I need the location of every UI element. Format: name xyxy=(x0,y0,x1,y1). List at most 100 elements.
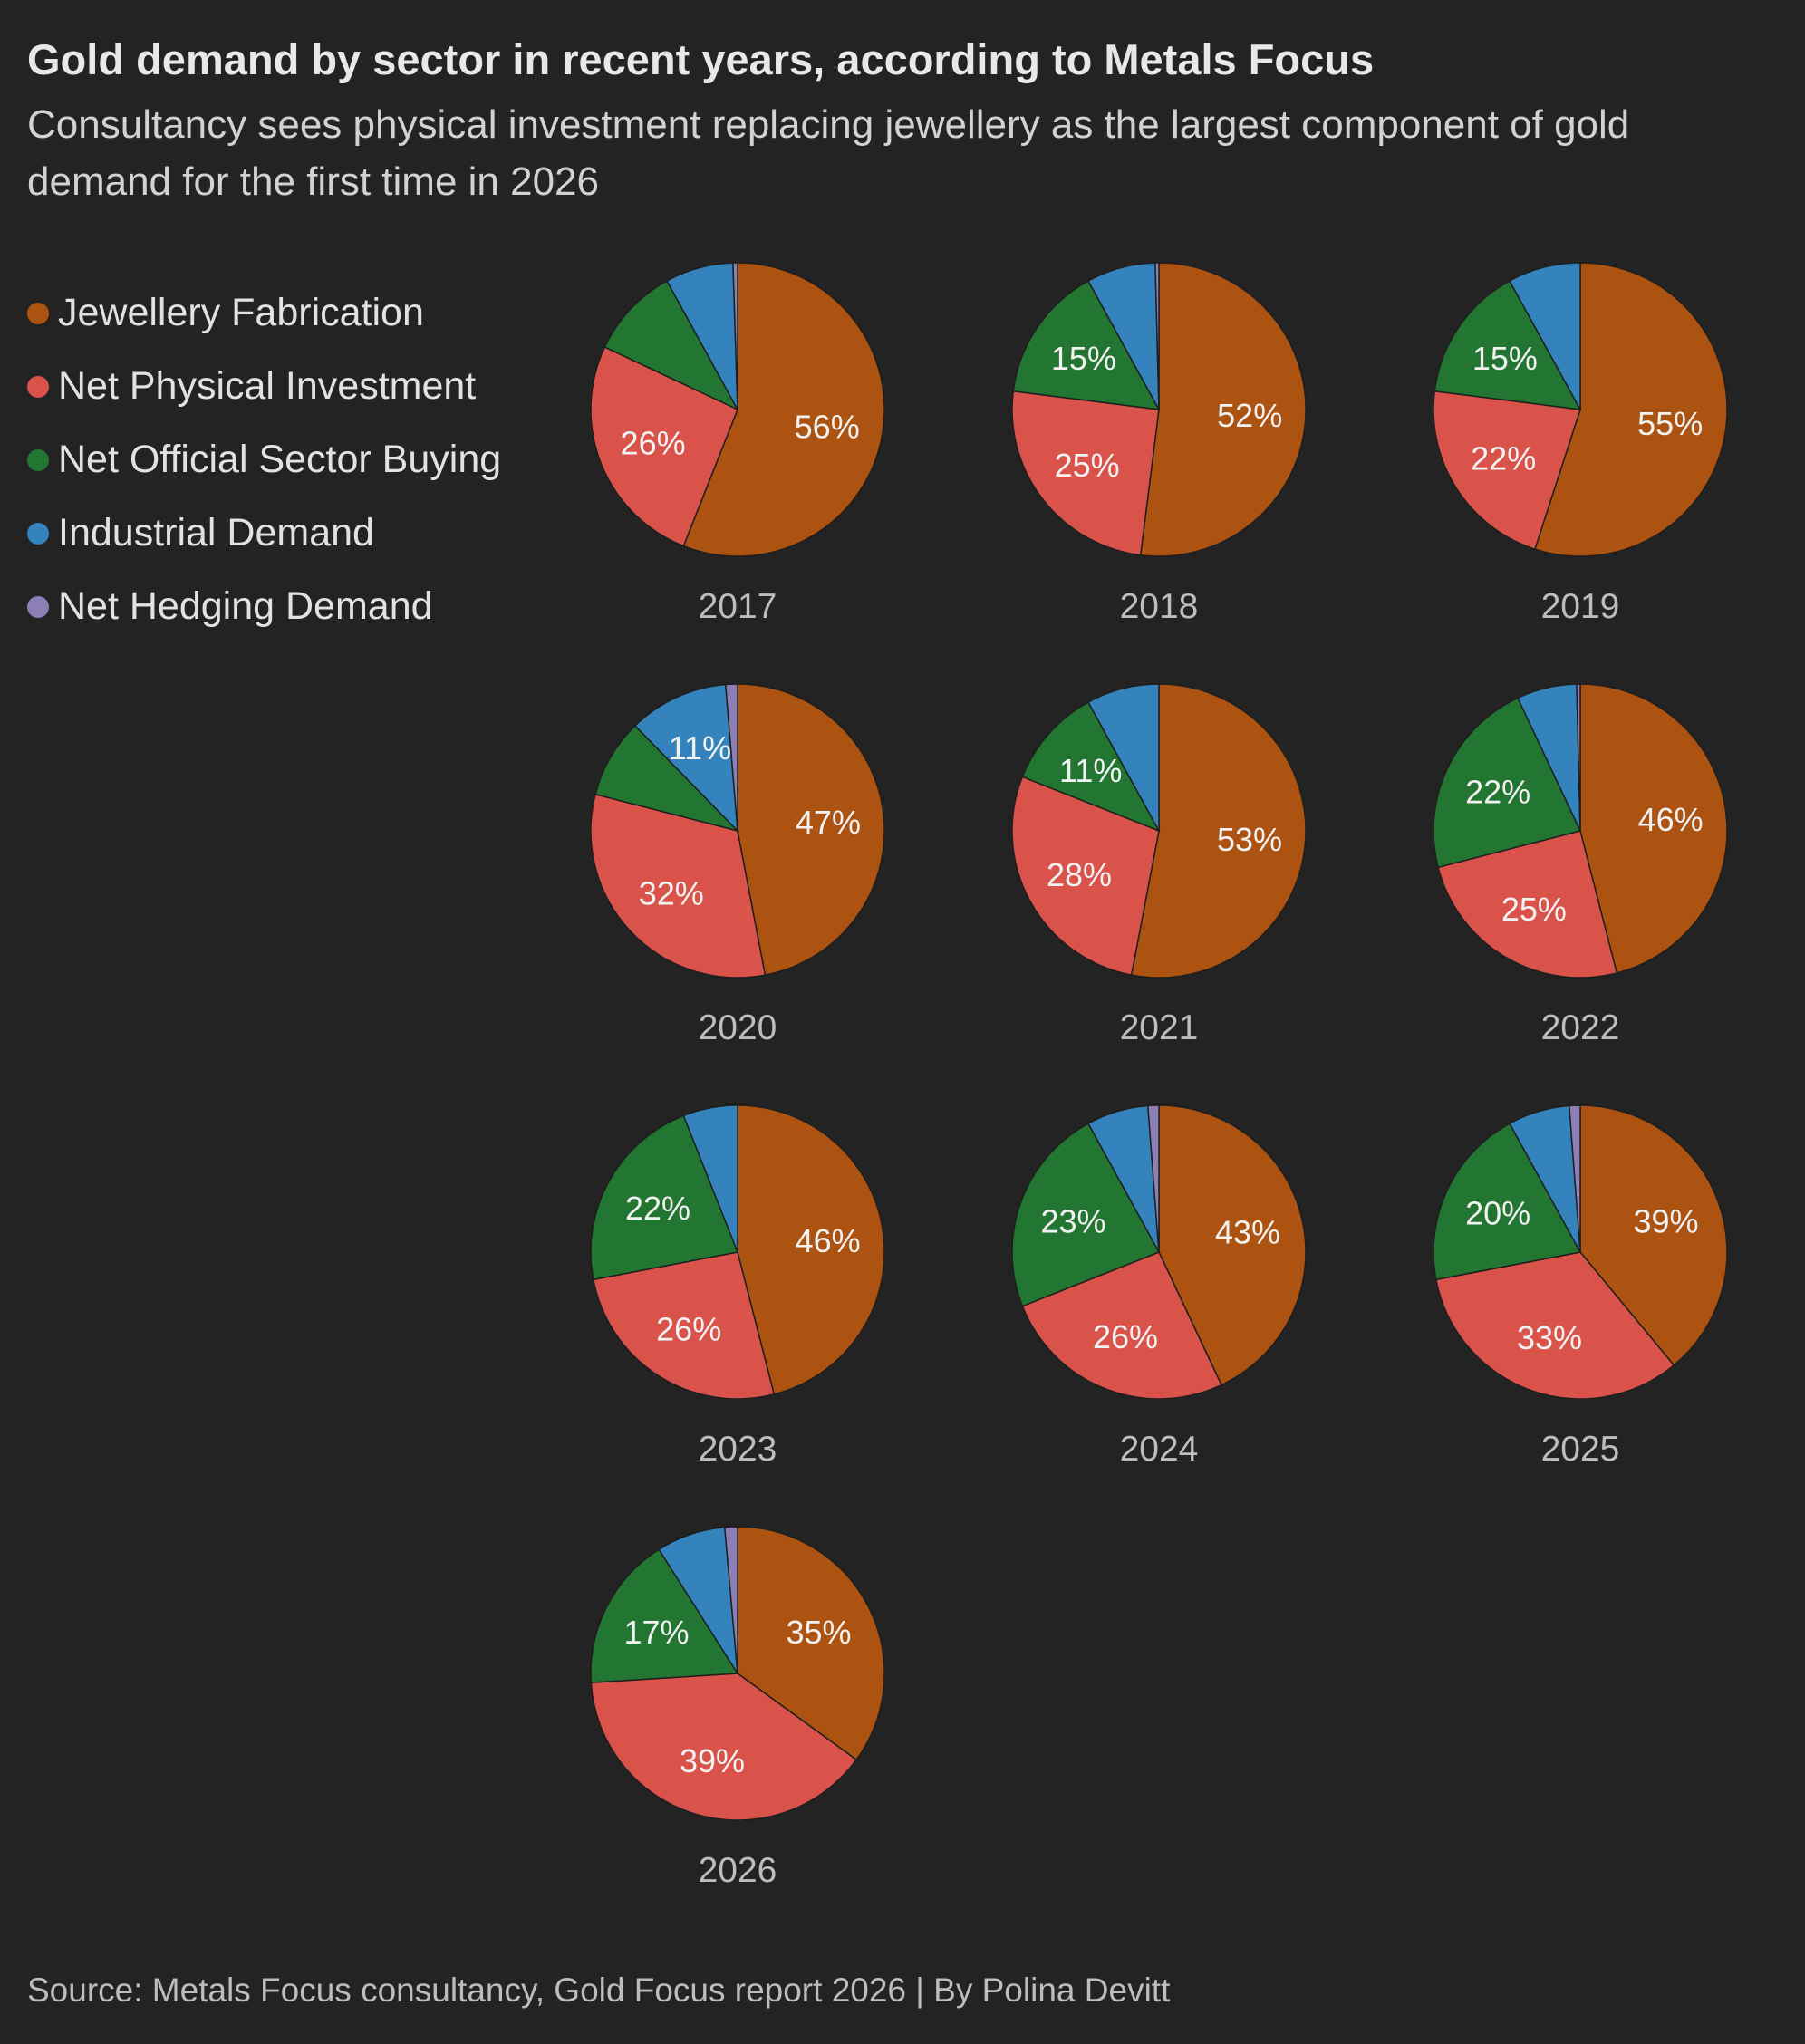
slice-jewellery-2018 xyxy=(1139,262,1307,557)
slice-industrial-2023 xyxy=(682,1104,738,1253)
data-label-physical-investment-2018: 25% xyxy=(1055,447,1120,484)
legend-label: Jewellery Fabrication xyxy=(58,291,424,334)
slice-hedging-2018 xyxy=(1154,262,1160,410)
slice-hedging-2025 xyxy=(1568,1104,1581,1253)
year-label-2022: 2022 xyxy=(1541,1008,1620,1047)
slice-jewellery-2024 xyxy=(1158,1104,1307,1386)
legend-swatch xyxy=(27,522,49,545)
year-label-2020: 2020 xyxy=(699,1008,777,1047)
pie-2023: 46% 26% 22% 2023 xyxy=(590,1104,885,1469)
slice-jewellery-2026 xyxy=(737,1526,885,1761)
data-label-jewellery-2019: 55% xyxy=(1637,405,1703,442)
slice-physical-investment-2021 xyxy=(1011,776,1160,977)
legend-item-physical-investment: Net Physical Investment xyxy=(27,350,501,423)
source-note: Source: Metals Focus consultancy, Gold F… xyxy=(27,1972,1171,2009)
data-label-physical-investment-2021: 28% xyxy=(1047,856,1112,893)
data-label-official-sector-2026: 17% xyxy=(623,1614,689,1651)
slice-physical-investment-2019 xyxy=(1433,390,1581,551)
pie-2021: 53% 28% 11% 2021 xyxy=(1011,683,1307,1047)
data-label-official-sector-2023: 22% xyxy=(625,1190,690,1227)
legend-swatch xyxy=(27,448,49,471)
year-label-2017: 2017 xyxy=(699,587,777,626)
pie-2019: 55% 22% 15% 2019 xyxy=(1433,262,1728,626)
legend-item-jewellery: Jewellery Fabrication xyxy=(27,276,501,350)
slice-official-sector-2019 xyxy=(1433,280,1582,410)
legend-label: Net Official Sector Buying xyxy=(58,438,502,481)
year-label-2024: 2024 xyxy=(1120,1430,1199,1469)
legend-label: Industrial Demand xyxy=(58,511,374,554)
pie-2018: 52% 25% 15% 2018 xyxy=(1011,262,1307,626)
data-label-jewellery-2020: 47% xyxy=(796,804,861,841)
pie-2025: 39% 33% 20% 2025 xyxy=(1433,1104,1728,1469)
data-label-jewellery-2024: 43% xyxy=(1215,1214,1280,1251)
data-label-physical-investment-2022: 25% xyxy=(1501,891,1567,928)
slice-physical-investment-2017 xyxy=(590,346,738,547)
slice-physical-investment-2026 xyxy=(590,1673,858,1821)
data-label-industrial-2020: 11% xyxy=(669,729,731,766)
slice-industrial-2020 xyxy=(633,683,738,834)
legend: Jewellery Fabrication Net Physical Inves… xyxy=(27,276,501,643)
slice-jewellery-2020 xyxy=(737,683,885,977)
slice-physical-investment-2020 xyxy=(590,793,767,979)
chart-title: Gold demand by sector in recent years, a… xyxy=(27,35,1375,83)
slice-physical-investment-2022 xyxy=(1437,830,1618,979)
legend-swatch xyxy=(27,302,49,324)
slice-official-sector-2021 xyxy=(1021,701,1161,833)
slice-hedging-2020 xyxy=(724,683,738,832)
data-label-physical-investment-2023: 26% xyxy=(656,1310,721,1347)
slice-official-sector-2025 xyxy=(1433,1123,1582,1281)
year-label-2019: 2019 xyxy=(1541,587,1620,626)
slice-official-sector-2022 xyxy=(1433,697,1582,869)
slice-official-sector-2024 xyxy=(1011,1123,1161,1307)
data-label-official-sector-2021: 11% xyxy=(1059,752,1122,789)
slice-jewellery-2025 xyxy=(1579,1104,1728,1366)
data-label-jewellery-2018: 52% xyxy=(1217,397,1282,434)
slice-physical-investment-2018 xyxy=(1011,390,1160,556)
slice-official-sector-2018 xyxy=(1012,280,1161,410)
slice-jewellery-2019 xyxy=(1533,262,1728,557)
data-label-jewellery-2021: 53% xyxy=(1217,821,1282,858)
year-label-2026: 2026 xyxy=(699,1851,777,1890)
data-label-official-sector-2022: 22% xyxy=(1465,774,1530,811)
slice-industrial-2021 xyxy=(1086,683,1160,832)
legend-swatch xyxy=(27,595,49,618)
slice-hedging-2024 xyxy=(1146,1104,1160,1253)
pie-2022: 46% 25% 22% 2022 xyxy=(1433,683,1728,1047)
data-label-official-sector-2018: 15% xyxy=(1051,340,1116,377)
legend-label: Net Physical Investment xyxy=(58,364,477,408)
slice-jewellery-2022 xyxy=(1579,683,1728,974)
pie-2017: 56% 26% 2017 xyxy=(590,262,885,626)
data-label-official-sector-2024: 23% xyxy=(1040,1203,1105,1240)
slice-physical-investment-2024 xyxy=(1021,1251,1222,1400)
chart-subtitle: Consultancy sees physical investment rep… xyxy=(27,102,1630,204)
legend-swatch xyxy=(27,375,49,398)
data-label-physical-investment-2020: 32% xyxy=(639,874,704,911)
data-label-official-sector-2025: 20% xyxy=(1465,1195,1530,1232)
slice-industrial-2019 xyxy=(1508,262,1581,410)
slice-official-sector-2017 xyxy=(603,280,739,411)
year-label-2025: 2025 xyxy=(1541,1430,1620,1469)
data-label-jewellery-2025: 39% xyxy=(1633,1203,1698,1240)
slice-official-sector-2026 xyxy=(590,1548,739,1683)
data-label-jewellery-2026: 35% xyxy=(786,1614,851,1651)
legend-label: Net Hedging Demand xyxy=(58,584,433,628)
slice-jewellery-2023 xyxy=(737,1104,885,1395)
year-label-2018: 2018 xyxy=(1120,587,1199,626)
legend-item-industrial: Industrial Demand xyxy=(27,497,501,570)
pie-2026: 35% 39% 17% 2026 xyxy=(590,1526,885,1890)
data-label-physical-investment-2017: 26% xyxy=(621,425,686,462)
slice-hedging-2022 xyxy=(1576,683,1581,832)
slice-jewellery-2021 xyxy=(1130,683,1307,979)
year-label-2021: 2021 xyxy=(1120,1008,1199,1047)
slice-physical-investment-2023 xyxy=(592,1251,776,1400)
slice-official-sector-2023 xyxy=(590,1114,739,1281)
data-label-jewellery-2017: 56% xyxy=(795,408,860,445)
slice-official-sector-2020 xyxy=(594,724,740,833)
slice-hedging-2017 xyxy=(732,262,738,410)
data-label-physical-investment-2025: 33% xyxy=(1517,1319,1582,1356)
legend-item-hedging: Net Hedging Demand xyxy=(27,570,501,643)
data-label-jewellery-2022: 46% xyxy=(1638,801,1704,838)
pie-2024: 43% 26% 23% 2024 xyxy=(1011,1104,1307,1469)
year-label-2023: 2023 xyxy=(699,1430,777,1469)
